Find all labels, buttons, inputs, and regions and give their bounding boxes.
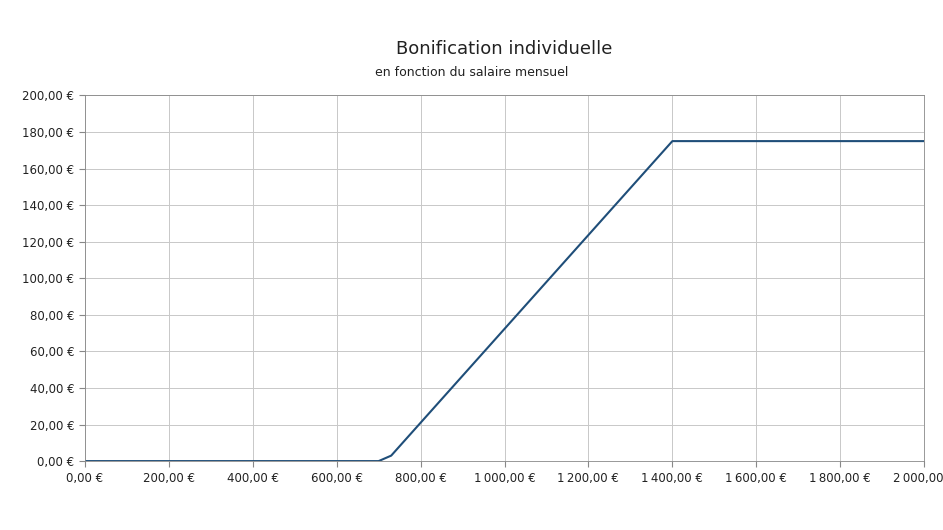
Title: Bonification individuelle: Bonification individuelle <box>396 40 613 58</box>
Text: en fonction du salaire mensuel: en fonction du salaire mensuel <box>374 66 569 80</box>
